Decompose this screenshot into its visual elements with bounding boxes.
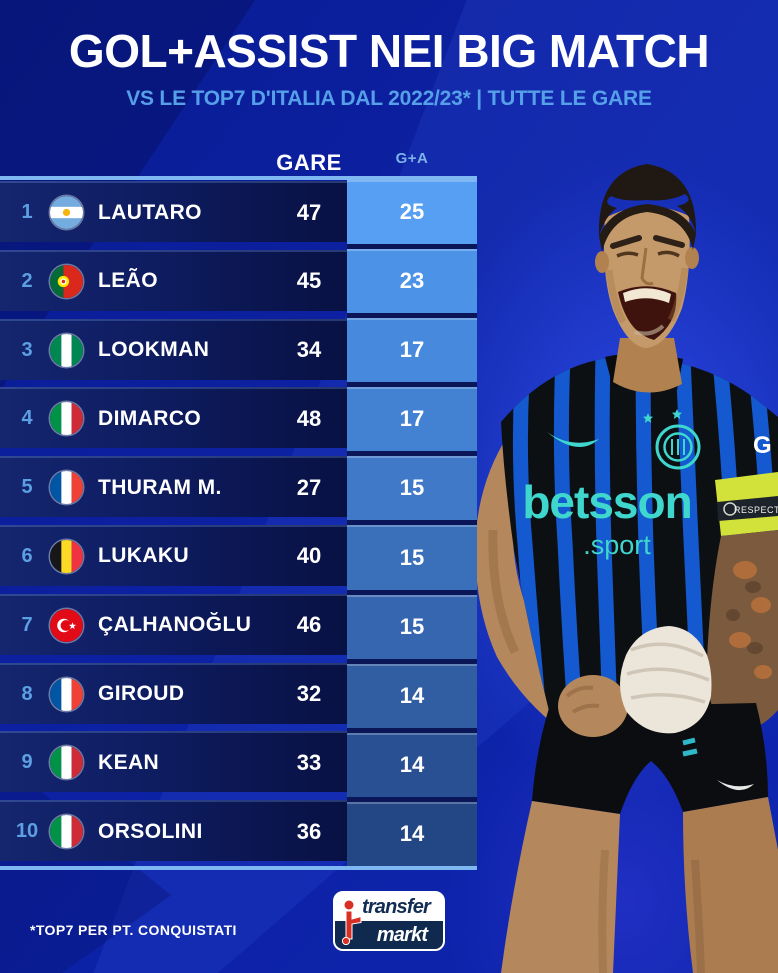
- table-bottom-border: [0, 866, 477, 870]
- gare-value: 40: [296, 543, 322, 569]
- logo-word-markt: markt: [376, 923, 428, 946]
- page-subtitle: VS LE TOP7 D'ITALIA DAL 2022/23* | TUTTE…: [126, 87, 652, 110]
- table-row: 8 GIROUD 32: [0, 662, 347, 724]
- gare-value: 46: [296, 612, 322, 638]
- logo-word-transfer: transfer: [361, 895, 431, 918]
- player-name: GIROUD: [98, 682, 185, 706]
- ga-value: 17: [399, 337, 425, 363]
- ga-cell: 15: [347, 589, 477, 659]
- transfermarkt-logo: transfer markt: [333, 891, 445, 951]
- table-row: 3 LOOKMAN 34: [0, 318, 347, 380]
- rank-label: 2: [21, 269, 33, 292]
- table-row: 4 DIMARCO 48: [0, 387, 347, 449]
- table-row: 7 ÇALHANOĞLU 46: [0, 593, 347, 655]
- gare-value: 27: [296, 474, 322, 500]
- table-rows: 1 LAUTARO 47 2 LEÃO 45 3 LOOKMAN 34 4 DI…: [0, 181, 347, 869]
- rank-label: 3: [21, 338, 33, 361]
- player-name: DIMARCO: [98, 406, 202, 430]
- rank-label: 4: [21, 407, 33, 430]
- shirt-sponsor-text: betsson: [522, 476, 691, 528]
- page-title: GOL+ASSIST NEI BIG MATCH: [68, 25, 710, 77]
- table-row: 10 ORSOLINI 36: [0, 800, 347, 862]
- ga-cell: 14: [347, 796, 477, 866]
- gare-value: 36: [296, 818, 322, 844]
- player-name: ÇALHANOĞLU: [98, 613, 252, 637]
- gare-value: 32: [296, 681, 322, 707]
- flag-portugal-icon: [50, 264, 83, 298]
- flag-italy-icon: [50, 746, 83, 780]
- table-top-border: [0, 176, 477, 180]
- table-row: 2 LEÃO 45: [0, 249, 347, 311]
- ga-value: 14: [399, 682, 425, 708]
- ga-cell: 23: [347, 244, 477, 314]
- flag-nigeria-icon: [50, 333, 83, 367]
- flag-italy-icon: [50, 815, 83, 849]
- ga-cell: 17: [347, 313, 477, 383]
- ga-cell: 15: [347, 520, 477, 590]
- footnote: *TOP7 PER PT. CONQUISTATI: [30, 922, 237, 938]
- column-header-ga: G+A: [395, 150, 429, 167]
- ga-value: 14: [399, 820, 425, 846]
- player-name: LEÃO: [98, 269, 158, 293]
- rank-label: 6: [21, 544, 33, 567]
- flag-france-icon: [50, 677, 83, 711]
- logo-bottom-half: markt: [335, 921, 443, 949]
- rank-label: 10: [15, 820, 39, 843]
- rank-label: 8: [21, 682, 33, 705]
- rank-label: 1: [21, 201, 33, 223]
- table-row: 6 LUKAKU 40: [0, 524, 347, 586]
- respect-band-text: RESPECT: [734, 505, 778, 515]
- flag-belgium-icon: [50, 539, 83, 573]
- table-row: 9 KEAN 33: [0, 731, 347, 793]
- ga-value: 15: [399, 544, 425, 570]
- shirt-edge-letter: G: [753, 432, 772, 459]
- ga-cell: 14: [347, 658, 477, 728]
- rank-label: 7: [21, 613, 33, 636]
- flag-turkey-icon: [50, 608, 83, 642]
- ga-value: 15: [399, 475, 425, 501]
- ga-value: 17: [399, 406, 425, 432]
- ga-cell: 14: [347, 727, 477, 797]
- flag-argentina-icon: [50, 196, 83, 229]
- ga-value: 25: [399, 199, 425, 225]
- player-name: KEAN: [98, 750, 160, 774]
- gare-value: 33: [296, 749, 322, 775]
- player-name: LAUTARO: [98, 200, 202, 224]
- transfermarkt-man-icon: [341, 899, 362, 945]
- ga-value: 23: [399, 268, 425, 294]
- ga-value: 15: [399, 613, 425, 639]
- gare-value: 45: [296, 268, 322, 294]
- table-row: 5 THURAM M. 27: [0, 456, 347, 518]
- gare-value: 48: [296, 405, 322, 431]
- ga-cell: 17: [347, 382, 477, 452]
- flag-france-icon: [50, 471, 83, 505]
- player-name: LOOKMAN: [98, 338, 210, 362]
- table-row: 1 LAUTARO 47: [0, 181, 347, 242]
- player-name: ORSOLINI: [98, 819, 203, 843]
- ga-column: 25 23 17 17 15 15 15 14 14 14: [347, 180, 477, 866]
- shirt-sponsor-sub-text: .sport: [583, 530, 651, 560]
- rank-label: 9: [21, 751, 33, 774]
- player-photo: betsson .sport G RESPECT: [475, 164, 778, 973]
- player-name: LUKAKU: [98, 544, 190, 568]
- player-name: THURAM M.: [98, 475, 222, 499]
- column-header-gare: GARE: [276, 150, 342, 175]
- ga-value: 14: [399, 751, 425, 777]
- rank-label: 5: [21, 476, 33, 499]
- gare-value: 47: [296, 199, 322, 225]
- flag-italy-icon: [50, 402, 83, 436]
- gare-value: 34: [296, 337, 322, 363]
- ga-cell: 15: [347, 451, 477, 521]
- ga-cell: 25: [347, 180, 477, 245]
